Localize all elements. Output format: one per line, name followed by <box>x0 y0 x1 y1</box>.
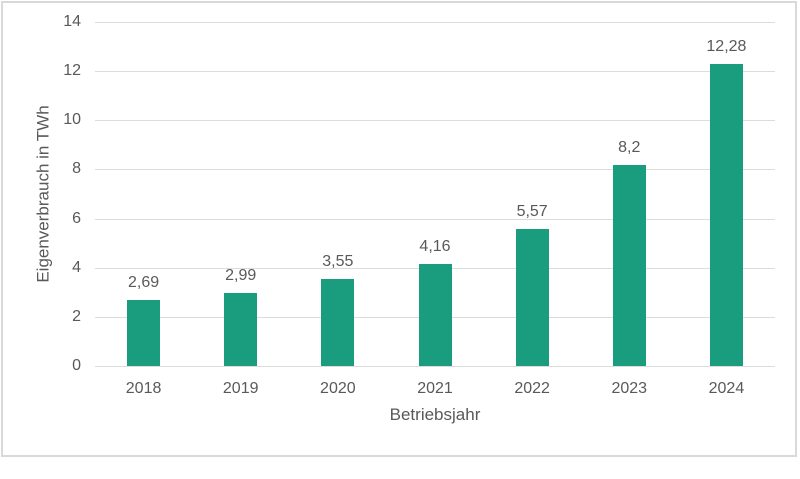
bar-2022 <box>515 229 549 366</box>
x-tick-label: 2022 <box>514 380 550 397</box>
bar-2020 <box>321 278 355 366</box>
bar-value-label: 8,2 <box>618 138 641 156</box>
plot-area <box>95 22 775 367</box>
y-tick-label: 0 <box>72 357 81 374</box>
gridline <box>95 366 775 367</box>
y-tick-label: 12 <box>63 62 81 80</box>
bar-value-label: 3,55 <box>322 252 354 270</box>
gridline <box>95 218 775 220</box>
y-tick-label: 8 <box>72 160 81 178</box>
x-tick-label: 2021 <box>417 380 453 397</box>
bar-value-label: 12,28 <box>706 38 747 56</box>
bar-value-label: 2,99 <box>225 266 257 284</box>
x-tick-label: 2018 <box>125 380 162 397</box>
y-tick-label: 14 <box>63 13 81 30</box>
x-tick-label: 2020 <box>320 380 356 397</box>
gridline <box>95 169 775 171</box>
bar-2023 <box>612 164 646 366</box>
gridline <box>95 71 775 73</box>
chart-frame: Eigenverbrauch in TWh Betriebsjahr 0 2 4 6 8… <box>1 1 797 457</box>
bar-2018 <box>127 299 161 366</box>
bar-value-label: 2,69 <box>127 273 160 291</box>
y-tick-label: 6 <box>72 209 81 227</box>
x-axis-title: Betriebsjahr <box>389 405 481 424</box>
x-tick-label: 2024 <box>708 380 745 397</box>
y-tick-label: 10 <box>63 111 81 129</box>
bar-value-label: 5,57 <box>516 203 548 221</box>
gridline <box>95 120 775 122</box>
bar-2024 <box>709 64 743 366</box>
x-tick-label: 2019 <box>222 380 259 397</box>
y-tick-label: 4 <box>72 258 81 276</box>
x-tick-label: 2023 <box>611 380 648 397</box>
y-tick-label: 2 <box>72 307 81 325</box>
bar-value-label: 4,16 <box>419 237 451 255</box>
y-axis-title-text: Eigenverbrauch in TWh <box>34 105 53 283</box>
bar-2021 <box>418 263 452 366</box>
bar-2019 <box>224 292 258 366</box>
gridline <box>95 22 775 23</box>
